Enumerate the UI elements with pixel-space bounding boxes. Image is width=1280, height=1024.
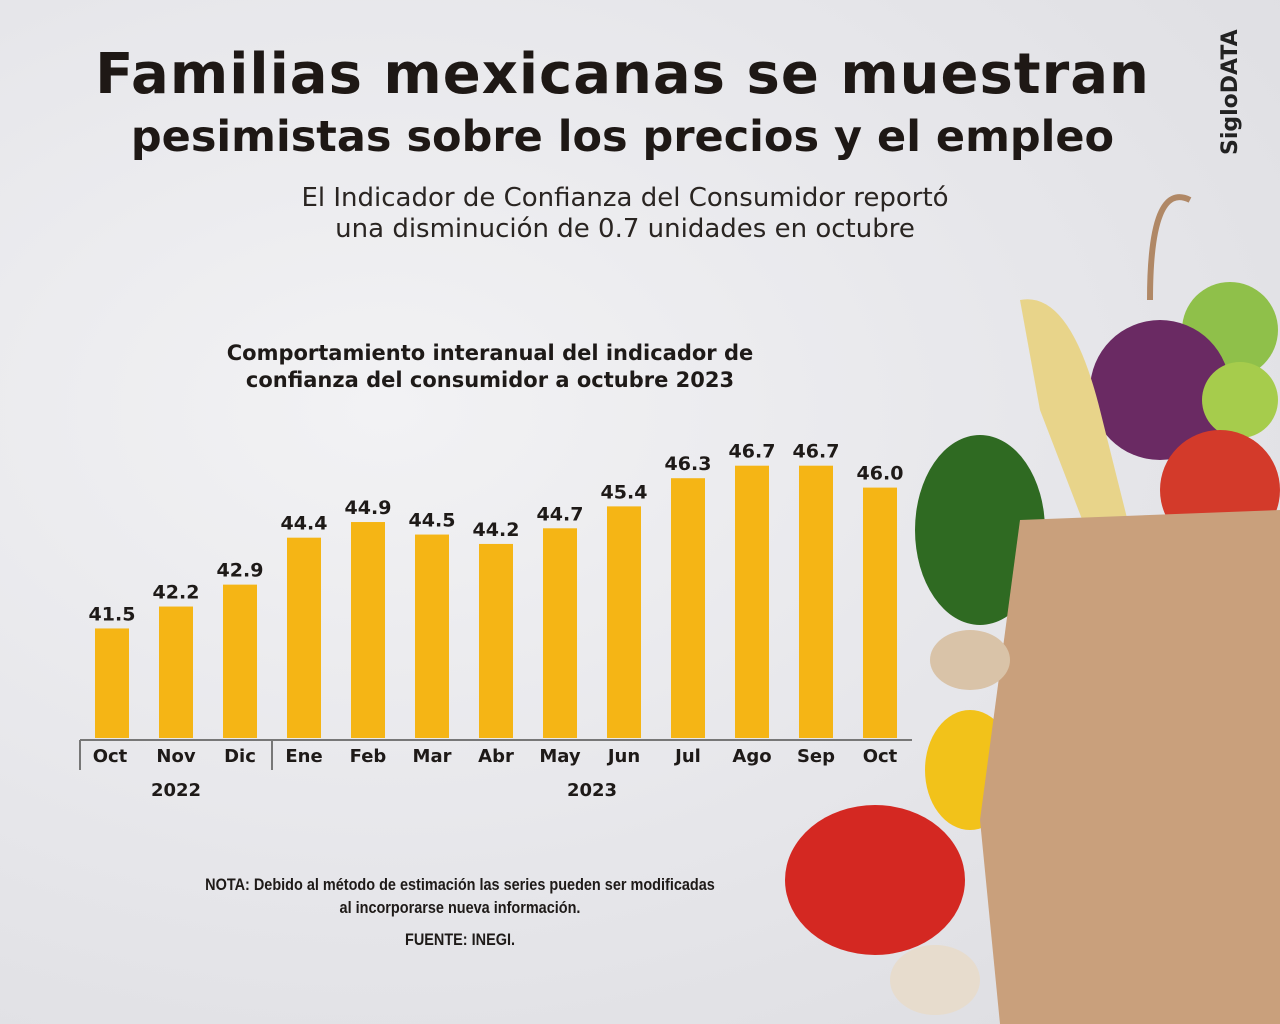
bar bbox=[287, 537, 321, 738]
mushroom-icon bbox=[890, 945, 980, 1015]
x-tick-label: Sep bbox=[797, 746, 835, 767]
bar bbox=[735, 465, 769, 738]
brand-logo: SigloDATA bbox=[1218, 29, 1243, 155]
data-label: 46.7 bbox=[729, 441, 776, 463]
x-tick-label: Dic bbox=[224, 746, 256, 767]
year-label: 2022 bbox=[151, 780, 201, 801]
data-label: 46.3 bbox=[665, 453, 712, 475]
paper-bag-icon bbox=[980, 510, 1280, 1024]
bar bbox=[95, 628, 129, 738]
subtitle-line-1: El Indicador de Confianza del Consumidor… bbox=[301, 183, 949, 213]
x-tick-label: Jul bbox=[673, 746, 701, 767]
bar bbox=[543, 528, 577, 738]
bar bbox=[351, 522, 385, 738]
groceries-bag-illustration bbox=[785, 194, 1280, 1024]
bar bbox=[799, 465, 833, 738]
bar bbox=[223, 584, 257, 738]
data-label: 46.7 bbox=[793, 441, 840, 463]
data-label: 42.2 bbox=[153, 582, 200, 604]
subtitle-line-2: una disminución de 0.7 unidades en octub… bbox=[335, 214, 915, 244]
x-tick-label: Abr bbox=[478, 746, 514, 767]
red-pepper-icon bbox=[785, 805, 965, 955]
note-line-2: al incorporarse nueva información. bbox=[339, 898, 581, 917]
data-label: 42.9 bbox=[217, 560, 264, 582]
chart-title-line-2: confianza del consumidor a octubre 2023 bbox=[245, 368, 735, 392]
headline-line-2: pesimistas sobre los precios y el empleo bbox=[130, 112, 1115, 162]
x-tick-label: Jun bbox=[606, 746, 640, 767]
data-label: 44.9 bbox=[345, 497, 392, 519]
bar bbox=[415, 534, 449, 738]
source-note: FUENTE: INEGI. bbox=[405, 930, 515, 949]
data-label: 44.4 bbox=[281, 513, 328, 535]
note-line-1: NOTA: Debido al método de estimación las… bbox=[205, 875, 715, 894]
corn-icon bbox=[1020, 299, 1130, 540]
bar bbox=[863, 487, 897, 738]
data-label: 45.4 bbox=[601, 481, 648, 503]
headline-line-1: Familias mexicanas se muestran bbox=[95, 42, 1150, 107]
data-label: 46.0 bbox=[857, 463, 904, 485]
data-label: 44.5 bbox=[409, 510, 456, 532]
x-tick-label: Oct bbox=[863, 746, 898, 767]
bar-chart: 41.5 Oct 42.2 Nov 42.9 Dic 44.4 Ene 44.9 Feb 44.5 M… bbox=[79, 441, 912, 801]
chart-title-line-1: Comportamiento interanual del indicador … bbox=[226, 341, 754, 365]
data-label: 41.5 bbox=[89, 603, 136, 625]
x-tick-label: Mar bbox=[413, 746, 452, 767]
x-tick-label: Feb bbox=[350, 746, 387, 767]
x-tick-label: Oct bbox=[93, 746, 128, 767]
x-tick-label: May bbox=[539, 746, 581, 767]
year-label: 2023 bbox=[567, 780, 617, 801]
bar bbox=[479, 543, 513, 738]
bar bbox=[159, 606, 193, 738]
data-label: 44.2 bbox=[473, 519, 520, 541]
x-tick-label: Ago bbox=[732, 746, 771, 767]
chart-title: Comportamiento interanual del indicador … bbox=[140, 340, 840, 394]
data-label: 44.7 bbox=[537, 503, 584, 525]
bar bbox=[671, 478, 705, 738]
x-tick-label: Nov bbox=[156, 746, 195, 767]
x-tick-label: Ene bbox=[285, 746, 322, 767]
onion-icon bbox=[1090, 320, 1230, 460]
bar bbox=[607, 506, 641, 738]
